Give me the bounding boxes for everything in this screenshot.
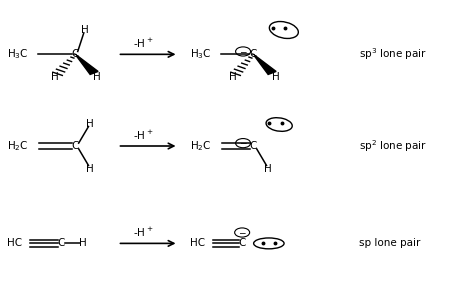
Polygon shape <box>255 55 276 74</box>
Text: −: − <box>238 228 246 237</box>
Text: sp$^3$ lone pair: sp$^3$ lone pair <box>359 46 427 62</box>
Text: −: − <box>239 47 247 56</box>
Text: H: H <box>81 25 89 35</box>
Text: H: H <box>80 238 87 248</box>
Text: C: C <box>250 141 257 151</box>
Text: H: H <box>86 164 93 174</box>
Text: C: C <box>238 238 246 248</box>
Text: −: − <box>239 139 247 148</box>
Text: sp$^2$ lone pair: sp$^2$ lone pair <box>359 138 427 154</box>
Text: C: C <box>72 141 79 151</box>
Text: C: C <box>72 49 79 59</box>
Text: H$_3$C: H$_3$C <box>8 47 29 61</box>
Text: H: H <box>229 72 237 82</box>
Polygon shape <box>76 55 98 74</box>
Text: -H$^+$: -H$^+$ <box>133 37 154 50</box>
Text: H: H <box>264 164 271 174</box>
Text: -H$^+$: -H$^+$ <box>133 128 154 142</box>
Text: sp lone pair: sp lone pair <box>359 238 420 248</box>
Text: H: H <box>272 72 280 82</box>
Text: -H$^+$: -H$^+$ <box>133 226 154 239</box>
Text: H: H <box>86 119 93 129</box>
Text: H: H <box>51 72 59 82</box>
Text: HC: HC <box>190 238 205 248</box>
Text: HC: HC <box>8 238 23 248</box>
Text: C: C <box>57 238 64 248</box>
Text: C: C <box>250 49 257 59</box>
Text: H$_3$C: H$_3$C <box>190 47 212 61</box>
Text: H: H <box>93 72 101 82</box>
Text: H$_2$C: H$_2$C <box>190 139 212 153</box>
Text: H$_2$C: H$_2$C <box>8 139 29 153</box>
